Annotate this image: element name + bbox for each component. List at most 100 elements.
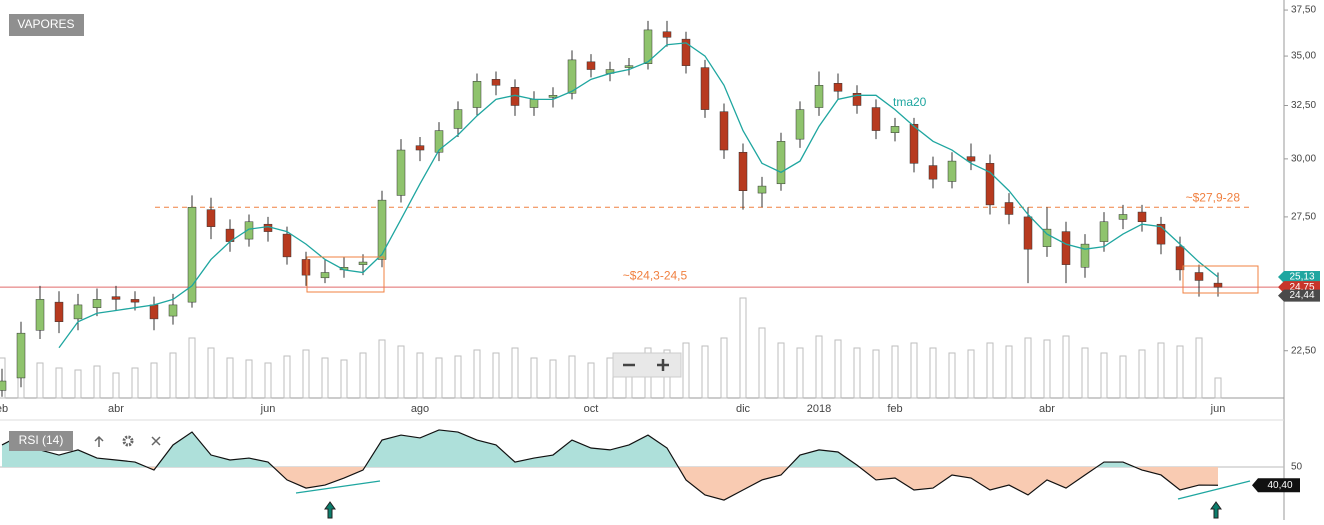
- volume-bar: [226, 357, 234, 399]
- x-tick-label: eb: [0, 403, 8, 415]
- y-tick-label: 22,50: [1291, 345, 1316, 356]
- close-icon[interactable]: [151, 436, 161, 446]
- trend-line: [295, 480, 381, 494]
- candle-body: [586, 61, 596, 70]
- volume-bar: [720, 337, 728, 399]
- candle-body: [985, 163, 995, 206]
- candle-body: [358, 261, 368, 265]
- x-tick-label: jun: [1210, 403, 1226, 415]
- volume-bar: [416, 352, 424, 399]
- y-tick-label: 37,50: [1291, 5, 1316, 16]
- candle-body: [434, 130, 444, 153]
- candle-body: [529, 99, 539, 108]
- volume-bar: [758, 327, 766, 399]
- tma-label: tma20: [893, 95, 927, 109]
- volume-bar: [1214, 377, 1222, 399]
- volume-bar: [682, 342, 690, 399]
- zoom-controls[interactable]: [612, 352, 682, 378]
- volume-bar: [511, 347, 519, 399]
- volume-bar: [910, 342, 918, 399]
- rsi-line: [1, 429, 1219, 501]
- candle-body: [16, 332, 26, 379]
- price-badge: [1278, 289, 1320, 302]
- volume-bar: [796, 347, 804, 399]
- volume-bar: [986, 342, 994, 399]
- candle-body: [909, 123, 919, 164]
- volume-bar: [473, 349, 481, 399]
- volume-bar: [207, 347, 215, 399]
- candle-body: [966, 156, 976, 162]
- volume-bar: [1138, 349, 1146, 399]
- volume-bar: [397, 345, 405, 399]
- candle-body: [1023, 216, 1033, 250]
- candle-body: [947, 160, 957, 182]
- volume-bar: [1100, 352, 1108, 399]
- candle-body: [567, 59, 577, 94]
- candle-body: [282, 233, 292, 258]
- candle-body: [833, 83, 843, 92]
- x-tick-label: dic: [736, 403, 751, 415]
- x-tick-label: ago: [411, 403, 429, 415]
- arrow-icon: [324, 501, 336, 519]
- candle-body: [795, 109, 805, 140]
- candle-body: [814, 85, 824, 108]
- volume-bar: [302, 349, 310, 399]
- candle-body: [73, 304, 83, 320]
- candle-body: [111, 296, 121, 300]
- candle-body: [1137, 211, 1147, 223]
- volume-bar: [549, 359, 557, 399]
- volume-bar: [150, 362, 158, 399]
- up-icon[interactable]: [94, 435, 104, 447]
- volume-bar: [435, 357, 443, 399]
- volume-bar: [492, 352, 500, 399]
- symbol-label: [9, 14, 84, 36]
- candle-body: [415, 145, 425, 151]
- candle-body: [1213, 282, 1223, 288]
- y-tick-label: 27,50: [1291, 212, 1316, 223]
- price-badge-label: 24,75: [1289, 282, 1314, 293]
- indicator-label: [9, 431, 73, 451]
- candle-body: [453, 109, 463, 129]
- price-badge-label: 24,44: [1289, 290, 1314, 301]
- candle-body: [35, 299, 45, 331]
- volume-bar: [530, 357, 538, 399]
- resistance-label: ~$27,9-28: [1186, 190, 1241, 204]
- candle-body: [206, 209, 216, 227]
- arrow-icon: [1210, 501, 1222, 519]
- candle-body: [852, 93, 862, 106]
- candle-body: [472, 81, 482, 108]
- candle-body: [681, 38, 691, 66]
- candle-body: [1099, 221, 1109, 242]
- candle-body: [757, 185, 767, 194]
- candle-body: [301, 259, 311, 276]
- volume-bar: [188, 337, 196, 399]
- plot: 22,50 27,50 30,00 32,50 35,00 37,50 eb abr jun ag…: [0, 5, 1320, 501]
- volume-bar: [777, 342, 785, 399]
- settings-icon[interactable]: [122, 435, 134, 447]
- volume-bar: [36, 362, 44, 399]
- toolbar[interactable]: [94, 435, 161, 447]
- candle-body: [548, 95, 558, 98]
- volume-bar: [321, 357, 329, 399]
- volume-bar: [872, 349, 880, 399]
- candle-body: [1156, 223, 1166, 245]
- candle-body: [1080, 243, 1090, 268]
- volume-bar: [948, 352, 956, 399]
- indicator-text: RSI (14): [19, 433, 64, 447]
- volume-bar: [340, 359, 348, 399]
- volume-bar: [568, 355, 576, 399]
- candle-body: [54, 301, 64, 322]
- candle-body: [871, 107, 881, 131]
- volume-bar: [169, 352, 177, 399]
- symbol-text: VAPORES: [17, 17, 74, 31]
- candle-body: [0, 380, 7, 391]
- volume-bar: [74, 369, 82, 399]
- rsi-badge-label: 40,40: [1267, 480, 1292, 491]
- volume-bar: [378, 339, 386, 399]
- volume-bar: [1062, 335, 1070, 399]
- candle-body: [624, 65, 634, 68]
- volume-bar: [1005, 345, 1013, 399]
- zoom-in[interactable]: [657, 359, 669, 371]
- x-tick-label: abr: [108, 403, 124, 415]
- candle-body: [700, 67, 710, 110]
